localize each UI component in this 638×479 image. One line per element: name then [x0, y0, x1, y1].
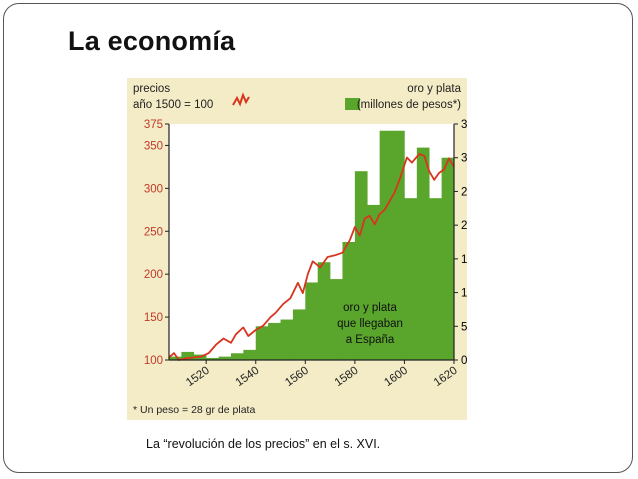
- price-revolution-chart: precios año 1500 = 100 oro y plata (mill…: [127, 78, 474, 420]
- bar-1525: [218, 356, 232, 360]
- bar-1590: [379, 130, 393, 360]
- bars-legend-swatch: [345, 98, 360, 110]
- bar-1565: [317, 262, 331, 360]
- right-tick-label-5: 5: [461, 321, 467, 333]
- right-tick-label-20: 20: [461, 220, 467, 232]
- slide-title: La economía: [68, 26, 236, 56]
- right-tick-label-0: 0: [461, 355, 467, 367]
- x-tick-label-1620: 1620: [432, 365, 460, 390]
- figure-caption: La “revolución de los precios” en el s. …: [146, 437, 381, 451]
- bar-1550: [280, 319, 294, 360]
- annotation-line2: que llegaban: [337, 318, 403, 330]
- footnote: * Un peso = 28 gr de plata: [133, 404, 255, 416]
- annotation-line3: a España: [346, 334, 395, 346]
- price-line-legend-icon: [232, 92, 250, 107]
- left-tick-label-100: 100: [144, 355, 163, 367]
- left-tick-label-250: 250: [144, 226, 163, 238]
- bar-1545: [268, 322, 281, 360]
- chart-svg: precios año 1500 = 100 oro y plata (mill…: [133, 83, 474, 416]
- left-tick-label-300: 300: [144, 183, 163, 195]
- bar-1575: [342, 242, 356, 360]
- bar-1585: [367, 204, 380, 360]
- left-axis-label-line2: año 1500 = 100: [133, 99, 213, 111]
- annotation-line1: oro y plata: [343, 302, 397, 314]
- right-tick-label-10: 10: [461, 288, 467, 300]
- right-tick-label-35: 35: [461, 119, 467, 131]
- right-axis-ticks: 0 5 10 15 20 25 30 35: [454, 119, 474, 367]
- bar-1615: [441, 157, 455, 360]
- bar-1570: [330, 279, 343, 360]
- right-tick-label-15: 15: [461, 254, 467, 266]
- bar-1510: [181, 351, 195, 360]
- left-tick-label-375: 375: [144, 119, 163, 131]
- left-tick-label-350: 350: [144, 140, 163, 152]
- right-axis-label-line1: oro y plata: [407, 83, 461, 95]
- right-tick-label-30: 30: [461, 153, 467, 165]
- bar-1595: [392, 130, 405, 360]
- x-tick-label-1560: 1560: [283, 365, 311, 390]
- price-line-group: [168, 153, 455, 361]
- bar-1600: [404, 198, 418, 360]
- bars-group: [169, 130, 455, 360]
- bar-1540: [255, 326, 269, 360]
- x-tick-label-1520: 1520: [184, 365, 212, 390]
- right-axis-label-line2: (millones de pesos*): [357, 99, 461, 111]
- right-tick-label-25: 25: [461, 186, 467, 198]
- left-tick-label-200: 200: [144, 269, 163, 281]
- x-tick-label-1580: 1580: [333, 365, 361, 390]
- bar-1520: [206, 357, 219, 360]
- x-axis-ticks: 1520 1540 1560 1580 1600 1620: [184, 360, 460, 389]
- bar-1610: [429, 198, 442, 360]
- bar-1535: [243, 349, 257, 360]
- x-tick-label-1540: 1540: [234, 365, 262, 390]
- x-tick-label-1600: 1600: [382, 365, 410, 390]
- bar-1555: [292, 309, 306, 360]
- left-tick-label-150: 150: [144, 312, 163, 324]
- bar-1605: [416, 147, 430, 360]
- bar-1530: [230, 353, 244, 360]
- price-line: [168, 153, 455, 361]
- left-axis-ticks: 100 150 200 250 300 350 375: [144, 119, 169, 367]
- bar-1560: [305, 282, 318, 360]
- bar-1505: [169, 356, 182, 360]
- left-axis-label-line1: precios: [133, 83, 170, 95]
- bar-1580: [354, 171, 368, 360]
